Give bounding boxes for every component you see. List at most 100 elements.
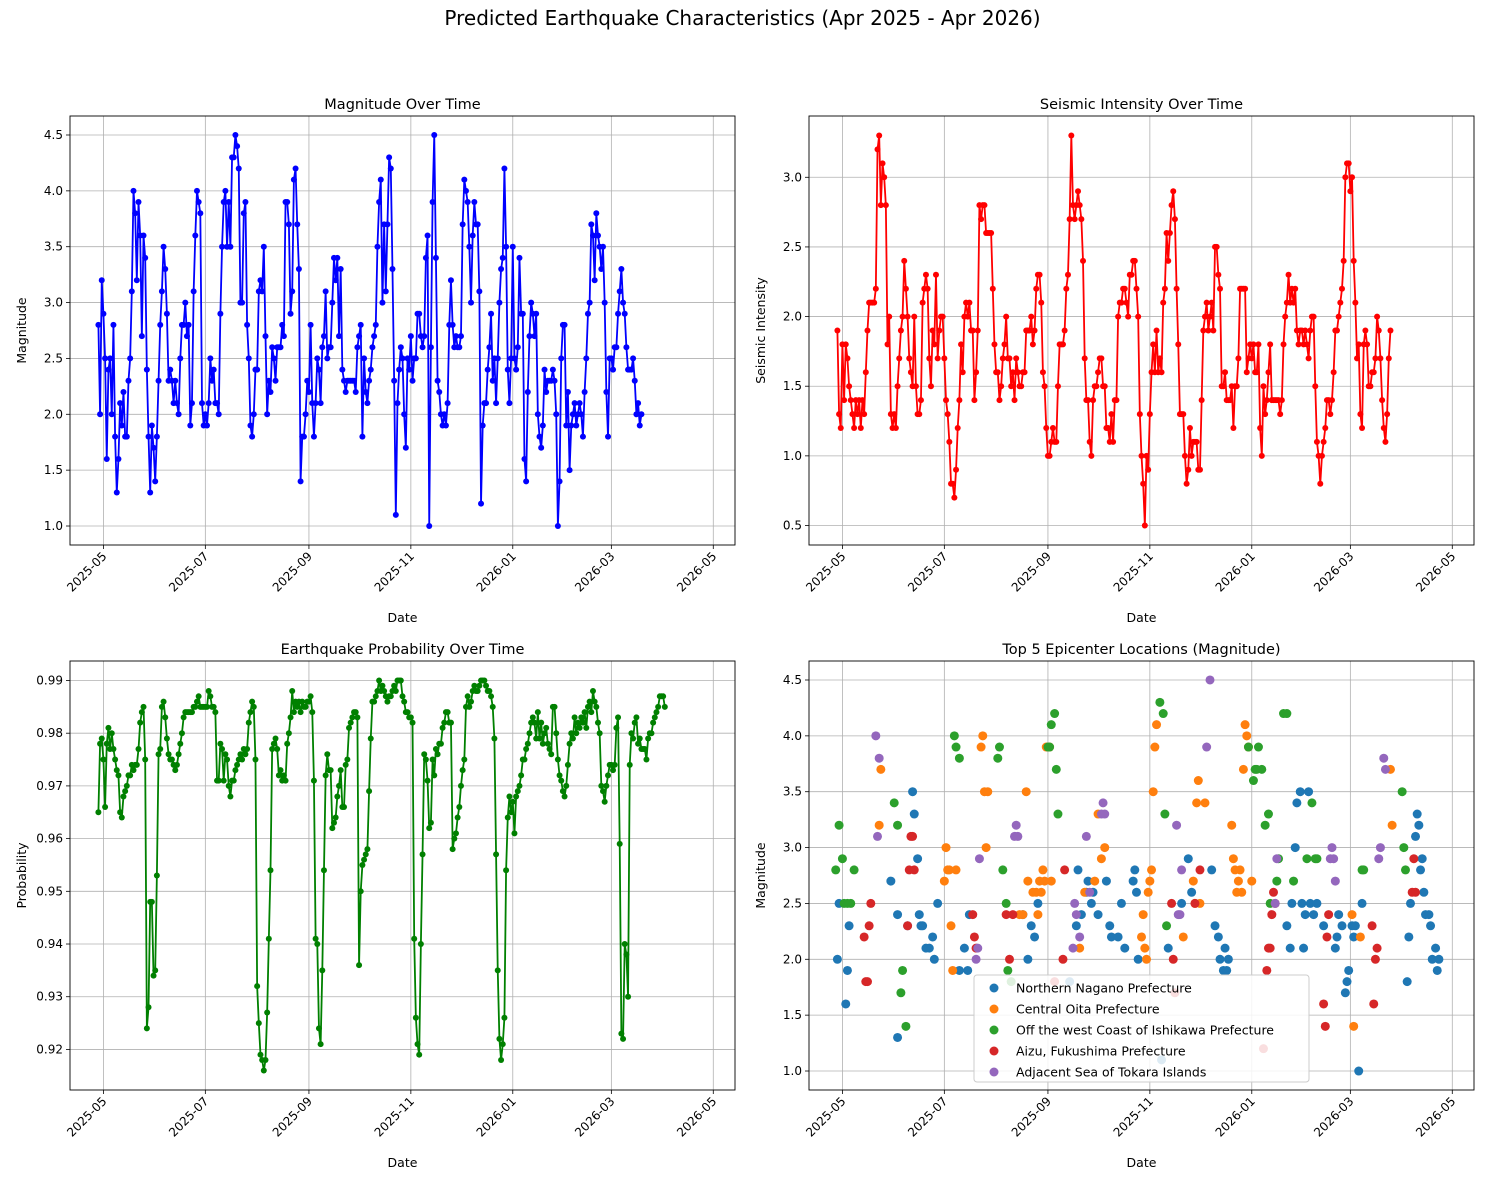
data-point — [178, 730, 185, 737]
data-point — [195, 693, 202, 700]
data-point — [102, 355, 109, 362]
data-point — [451, 835, 458, 842]
data-point — [832, 954, 842, 964]
data-point — [354, 714, 361, 721]
data-point — [1142, 954, 1152, 964]
data-point — [466, 703, 473, 710]
data-point — [574, 719, 581, 726]
data-point — [304, 377, 311, 384]
data-point — [499, 254, 506, 261]
data-point — [334, 793, 341, 800]
data-point — [152, 478, 159, 485]
data-point — [988, 230, 995, 236]
data-point — [594, 719, 601, 726]
data-point — [1198, 397, 1205, 404]
data-point — [1349, 932, 1359, 942]
data-point — [943, 397, 950, 404]
data-point — [618, 1030, 625, 1037]
data-point — [462, 187, 469, 194]
data-point — [1195, 865, 1205, 875]
data-point — [615, 310, 622, 317]
data-point — [272, 377, 279, 384]
data-point — [1327, 843, 1337, 853]
y-tick-label: 2.5 — [783, 896, 802, 910]
data-point — [123, 433, 130, 440]
data-point — [563, 422, 570, 429]
data-point — [429, 756, 436, 763]
data-point — [541, 730, 548, 737]
data-point — [352, 388, 359, 395]
data-point — [906, 355, 913, 362]
data-point — [105, 366, 112, 373]
data-point — [239, 299, 246, 306]
y-tick-label: 1.5 — [44, 463, 63, 477]
data-point — [145, 1004, 152, 1011]
data-point — [1406, 898, 1416, 908]
chart-4: 1.0 1.5 2.0 2.5 3.0 3.5 4.0 4.5 2025-05 2025-07 20… — [753, 642, 1475, 1170]
data-point — [1188, 876, 1198, 886]
data-point — [1307, 327, 1314, 334]
data-point — [1086, 438, 1093, 445]
data-point — [641, 746, 648, 753]
y-tick-label: 2.0 — [783, 310, 802, 324]
data-point — [117, 400, 124, 407]
data-point — [202, 411, 209, 418]
data-point — [187, 422, 194, 429]
data-point — [471, 199, 478, 206]
data-point — [103, 455, 110, 462]
data-point — [488, 693, 495, 700]
data-point — [1412, 809, 1422, 819]
data-point — [1230, 425, 1237, 431]
data-point — [651, 714, 658, 721]
data-point — [873, 831, 883, 841]
data-point — [132, 210, 139, 217]
data-point — [257, 1051, 264, 1058]
data-point — [307, 693, 314, 700]
data-point — [533, 310, 540, 317]
data-point — [232, 131, 239, 138]
data-point — [1344, 965, 1354, 975]
data-point — [280, 772, 287, 779]
data-point — [452, 830, 459, 837]
data-point — [245, 719, 252, 726]
data-point — [421, 333, 428, 340]
data-point — [586, 698, 593, 705]
data-point — [1322, 425, 1329, 431]
data-point — [929, 327, 936, 334]
y-tick-label: 3.5 — [44, 240, 63, 254]
data-point — [932, 271, 939, 278]
data-point — [621, 310, 628, 317]
data-point — [1137, 932, 1146, 942]
data-point — [173, 761, 180, 768]
data-point — [1008, 383, 1015, 390]
data-point — [177, 740, 184, 747]
data-point — [100, 310, 107, 317]
series-line — [97, 134, 643, 527]
data-point — [516, 782, 523, 789]
data-point — [626, 761, 633, 768]
data-point — [389, 266, 396, 273]
data-point — [173, 400, 180, 407]
data-point — [499, 1041, 506, 1048]
data-point — [1150, 341, 1157, 348]
data-point — [564, 388, 571, 395]
data-point — [1003, 965, 1013, 975]
data-point — [417, 941, 424, 948]
y-tick-label: 2.0 — [44, 407, 63, 421]
data-point — [1133, 954, 1143, 964]
data-point — [501, 1014, 508, 1021]
data-point — [225, 782, 232, 789]
data-point — [504, 814, 511, 821]
data-point — [1086, 898, 1096, 908]
data-point — [1267, 910, 1277, 920]
data-point — [568, 730, 575, 737]
y-tick-label: 4.5 — [783, 673, 802, 687]
data-point — [1005, 954, 1014, 964]
data-point — [1163, 943, 1173, 953]
data-point — [874, 820, 884, 830]
data-point — [1327, 411, 1334, 418]
y-tick-label: 0.95 — [36, 884, 63, 898]
data-point — [459, 221, 466, 228]
data-point — [391, 682, 398, 689]
data-point — [519, 310, 526, 317]
